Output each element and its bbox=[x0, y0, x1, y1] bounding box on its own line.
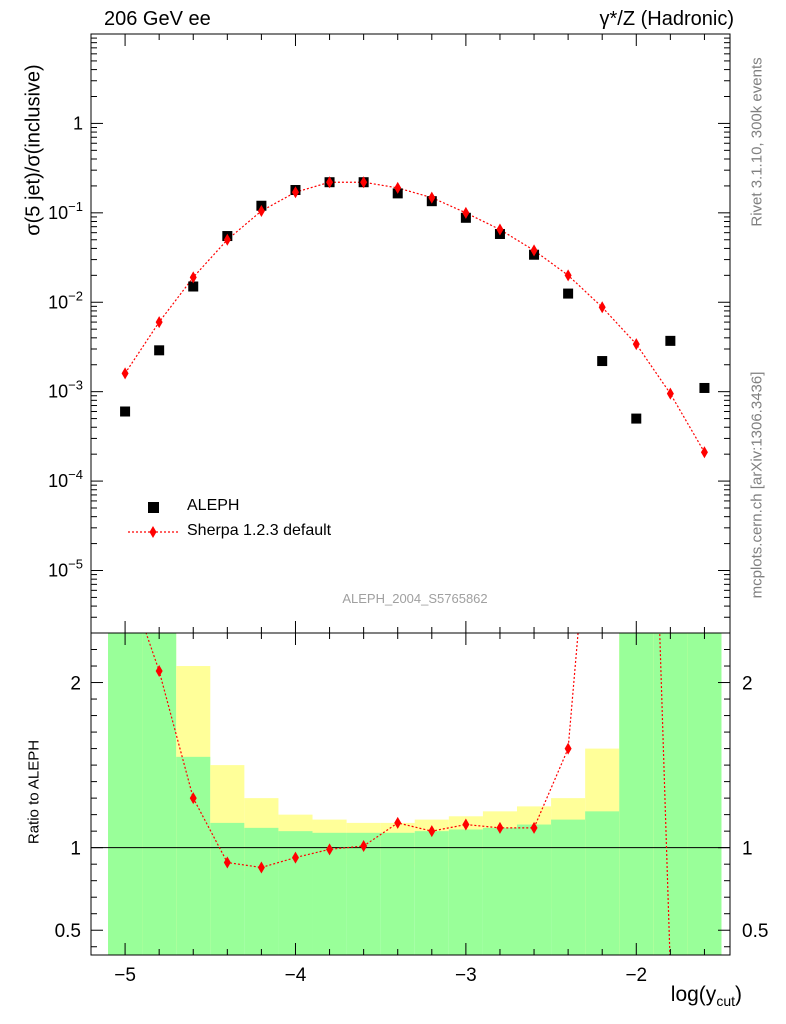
band-inner bbox=[244, 827, 279, 955]
band-inner bbox=[517, 824, 552, 955]
band-inner bbox=[142, 633, 177, 955]
ratio-y-tick-label-left: 0.5 bbox=[55, 921, 81, 942]
mcplots-label: mcplots.cern.ch [arXiv:1306.3436] bbox=[748, 371, 766, 599]
sherpa-point bbox=[223, 233, 231, 246]
legend-marker-aleph bbox=[148, 502, 159, 513]
aleph-point bbox=[631, 413, 642, 424]
sherpa-point bbox=[462, 206, 470, 219]
x-tick-label: −5 bbox=[114, 965, 136, 986]
y-tick-label: 10−5 bbox=[48, 557, 83, 581]
sherpa-point bbox=[428, 191, 436, 204]
header-right: γ*/Z (Hadronic) bbox=[599, 8, 734, 30]
aleph-point bbox=[699, 382, 710, 393]
ratio-y-tick-label-right: 1 bbox=[742, 839, 753, 860]
ratio-point bbox=[326, 843, 334, 856]
x-tick-label: −4 bbox=[285, 965, 307, 986]
ratio-point bbox=[496, 821, 504, 834]
analysis-id: ALEPH_2004_S5765862 bbox=[342, 591, 488, 606]
sherpa-point bbox=[632, 338, 640, 351]
ratio-point bbox=[155, 664, 163, 677]
y-tick-label: 1 bbox=[73, 113, 83, 133]
band-inner bbox=[108, 633, 143, 955]
aleph-point bbox=[563, 288, 574, 299]
ratio-y-tick-label-left: 2 bbox=[70, 674, 81, 695]
main-ylabel: σ(5 jet)/σ(inclusive) bbox=[22, 64, 45, 236]
sherpa-point bbox=[666, 387, 674, 400]
band-inner bbox=[482, 827, 517, 955]
ratio-point bbox=[291, 851, 299, 864]
ratio-error-bands bbox=[91, 633, 730, 955]
ratio-y-tick-label-left: 1 bbox=[70, 839, 81, 860]
band-inner bbox=[585, 811, 620, 955]
header-left: 206 GeV ee bbox=[104, 8, 211, 30]
band-inner bbox=[687, 633, 722, 955]
legend-marks bbox=[128, 502, 178, 538]
sherpa-point bbox=[326, 176, 334, 189]
aleph-point bbox=[597, 356, 608, 367]
sherpa-point bbox=[257, 204, 265, 217]
ratio-ylabel: Ratio to ALEPH bbox=[25, 739, 43, 845]
ratio-y-tick-label-right: 0.5 bbox=[742, 921, 768, 942]
sherpa-point bbox=[598, 301, 606, 314]
band-inner bbox=[448, 829, 483, 955]
sherpa-point bbox=[394, 181, 402, 194]
band-inner bbox=[619, 633, 654, 955]
sherpa-point bbox=[155, 316, 163, 329]
x-tick-label: −2 bbox=[625, 965, 647, 986]
ratio-curve bbox=[145, 633, 671, 955]
band-inner bbox=[380, 832, 415, 955]
x-axis-label: log(ycut) bbox=[670, 983, 742, 1010]
ratio-y-tick-label-right: 2 bbox=[742, 674, 753, 695]
ratio-point bbox=[257, 861, 265, 874]
sherpa-point bbox=[189, 271, 197, 284]
aleph-point bbox=[188, 281, 199, 292]
band-inner bbox=[346, 832, 381, 955]
sherpa-point bbox=[700, 446, 708, 459]
main-frame bbox=[90, 33, 731, 634]
sherpa-line bbox=[124, 181, 705, 453]
band-inner bbox=[653, 633, 688, 955]
x-tick-label: −3 bbox=[455, 965, 477, 986]
band-inner bbox=[278, 831, 313, 955]
sherpa-point bbox=[360, 176, 368, 189]
y-tick-label: 10−2 bbox=[48, 288, 83, 312]
ratio-point bbox=[462, 818, 470, 831]
band-inner bbox=[414, 831, 449, 955]
ratio-point bbox=[564, 742, 572, 755]
y-tick-label: 10−3 bbox=[48, 378, 83, 402]
ratio-frame bbox=[90, 632, 731, 956]
band-inner bbox=[551, 819, 586, 955]
sherpa-point bbox=[496, 223, 504, 236]
legend-marker-sherpa bbox=[149, 526, 157, 538]
aleph-point bbox=[665, 335, 676, 346]
ratio-point bbox=[428, 825, 436, 838]
band-inner bbox=[176, 756, 211, 955]
ratio-point bbox=[223, 856, 231, 869]
ratio-point bbox=[189, 792, 197, 805]
aleph-point bbox=[120, 406, 131, 417]
sherpa-point bbox=[121, 367, 129, 380]
y-tick-label: 10−4 bbox=[48, 467, 83, 491]
legend-label-sherpa: Sherpa 1.2.3 default bbox=[187, 522, 332, 539]
rivet-label: Rivet 3.1.10, 300k events bbox=[748, 57, 766, 227]
sherpa-point bbox=[564, 269, 572, 282]
sherpa-point bbox=[291, 186, 299, 199]
main-curve bbox=[120, 176, 710, 459]
ratio-point bbox=[530, 821, 538, 834]
legend-label-aleph: ALEPH bbox=[187, 497, 240, 514]
band-inner bbox=[210, 822, 245, 955]
ratio-line bbox=[145, 633, 671, 955]
ratio-point bbox=[394, 816, 402, 829]
y-tick-label: 10−1 bbox=[48, 199, 83, 223]
plot-frames bbox=[90, 33, 731, 956]
ratio-point bbox=[360, 840, 368, 853]
axis-ticks: −5 −4 −3 −2 1 10−1 10−2 10−3 10−4 10−5 0.5 0.5 1 1 2 2 bbox=[48, 34, 768, 986]
aleph-point bbox=[154, 345, 165, 356]
sherpa-point bbox=[530, 244, 538, 257]
